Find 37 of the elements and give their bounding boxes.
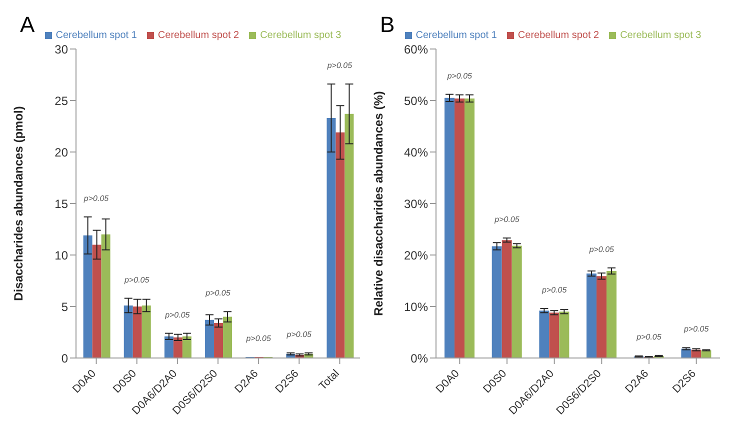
legend-label: Cerebellum spot 1 (56, 30, 137, 41)
annotation: p>0.05 (204, 288, 231, 298)
y-tick-label: 30 (54, 42, 68, 56)
legend-label: Cerebellum spot 3 (260, 30, 342, 41)
y-axis-title: Relative disaccharides abundances (%) (371, 91, 386, 316)
annotation: p>0.05 (446, 71, 473, 80)
legend-label: Cerebellum spot 3 (620, 30, 702, 41)
y-tick-label: 50% (404, 94, 428, 108)
annotation: p>0.05 (682, 324, 710, 334)
y-tick-label: 30% (404, 196, 428, 211)
annotation: p>0.05 (540, 286, 568, 295)
legend-label: Cerebellum spot 1 (416, 30, 497, 41)
y-tick-label: 10 (54, 248, 68, 262)
annotation: p>0.05 (124, 275, 150, 284)
y-tick-label: 0% (410, 351, 428, 366)
annotation: p>0.05 (82, 194, 110, 203)
legend-label: Cerebellum spot 2 (518, 30, 600, 41)
y-tick-label: 40% (404, 145, 428, 160)
y-axis-title: Disaccharides abundances (pmol) (11, 106, 26, 301)
y-tick-label: 60% (404, 42, 428, 56)
annotation: p>0.05 (286, 330, 312, 339)
chart-title: A (20, 12, 35, 38)
annotation: p>0.05 (245, 334, 272, 343)
y-tick-label: 15 (54, 196, 68, 211)
annotation: p>0.05 (588, 244, 615, 254)
chart-title: B (380, 12, 395, 38)
annotation: p>0.05 (326, 61, 353, 70)
annotation: p>0.05 (494, 215, 520, 224)
y-tick-label: 5 (61, 300, 68, 314)
y-tick-label: 25 (54, 94, 68, 108)
y-tick-label: 20 (54, 145, 68, 160)
y-tick-label: 20% (404, 248, 428, 262)
annotation: p>0.05 (164, 310, 190, 320)
y-tick-label: 10% (404, 300, 428, 314)
legend-label: Cerebellum spot 2 (158, 30, 240, 41)
annotation: p>0.05 (636, 332, 662, 342)
y-tick-label: 0 (61, 351, 68, 366)
